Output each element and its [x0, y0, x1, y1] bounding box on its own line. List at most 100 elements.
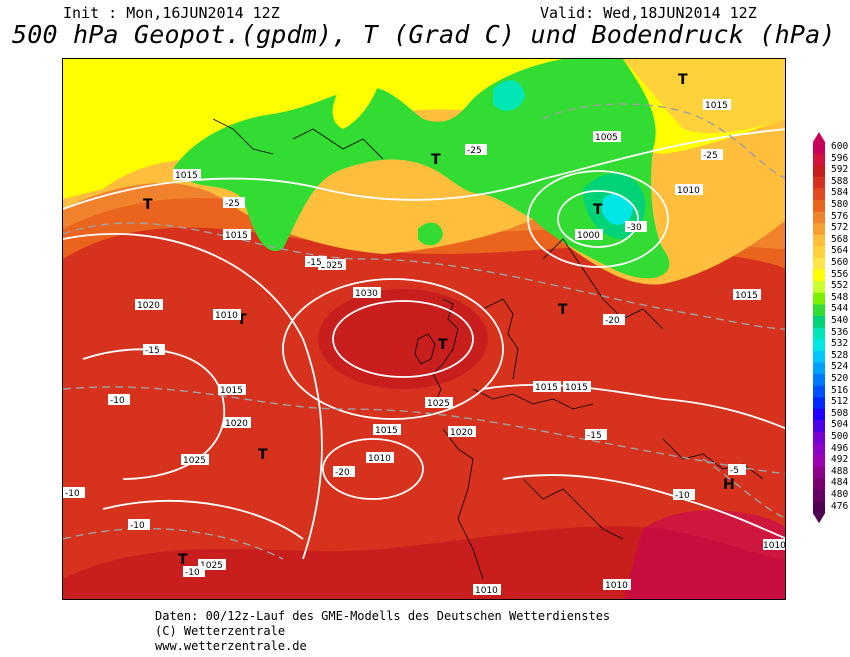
high-core-1 — [318, 289, 488, 389]
scale-label: 484 — [831, 477, 849, 489]
map-title: 500 hPa Geopot.(gpdm), T (Grad C) und Bo… — [12, 20, 836, 49]
temperature-label: -25 — [703, 151, 718, 161]
pressure-label: 1025 — [320, 261, 343, 271]
pressure-label: 1000 — [577, 231, 600, 241]
low-symbol: T — [431, 152, 441, 168]
isotherm-minus25 — [542, 103, 785, 179]
scale-label: 564 — [831, 245, 849, 257]
coast-mediterranean — [522, 478, 624, 540]
scale-swatch — [813, 165, 825, 178]
temperature-label: -30 — [627, 223, 642, 233]
scale-swatch — [813, 443, 825, 456]
scale-swatch — [813, 420, 825, 433]
pressure-label: 1015 — [565, 383, 588, 393]
footer-website[interactable]: www.wetterzentrale.de — [155, 639, 307, 653]
coast-france-iberia — [442, 428, 484, 580]
pressure-label: 1015 — [220, 386, 243, 396]
scale-swatch — [813, 327, 825, 340]
pressure-label: 1030 — [355, 289, 378, 299]
scale-label: 552 — [831, 280, 849, 292]
scale-swatch — [813, 501, 825, 514]
scale-swatch — [813, 142, 825, 155]
scale-swatch — [813, 478, 825, 491]
scale-swatch — [813, 246, 825, 259]
scale-swatch — [813, 432, 825, 445]
pressure-label: 1010 — [677, 186, 700, 196]
temperature-label: -5 — [730, 466, 739, 476]
scale-label: 496 — [831, 442, 849, 454]
temperature-label: -20 — [605, 316, 620, 326]
low-symbol: T — [438, 337, 448, 353]
isobar-1025 — [282, 278, 504, 420]
pressure-label: 1015 — [735, 291, 758, 301]
pressure-label: 1010 — [763, 541, 786, 551]
pressure-label: 1015 — [375, 426, 398, 436]
pressure-label: 1005 — [595, 133, 618, 143]
pressure-label: 1010 — [368, 454, 391, 464]
coast-arctic — [212, 118, 274, 155]
temperature-label: -20 — [335, 468, 350, 478]
low-symbol: T — [678, 72, 688, 88]
low-symbol: T — [593, 202, 603, 218]
map-canvas: T T T T T T T T T H 1030 1025 1000 1005 … — [63, 59, 786, 599]
pressure-label: 1025 — [200, 561, 223, 571]
pressure-label: 1025 — [427, 399, 450, 409]
scale-swatch — [813, 374, 825, 387]
scale-label: 600 — [831, 141, 849, 152]
scale-swatch — [813, 292, 825, 305]
temperature-label: -10 — [110, 396, 125, 406]
pressure-label: 1020 — [137, 301, 160, 311]
scale-swatch — [813, 153, 825, 166]
small-low-green — [418, 222, 443, 246]
isobar-1015-south — [322, 438, 424, 500]
band-556-gap — [332, 59, 383, 129]
low-green-region — [173, 59, 670, 279]
low-core-532 — [601, 193, 633, 225]
scale-label: 508 — [831, 407, 849, 419]
scale-swatch — [813, 304, 825, 317]
scale-label: 528 — [831, 349, 849, 361]
scale-swatch — [813, 339, 825, 352]
scale-swatch — [813, 234, 825, 247]
temperature-label: -25 — [467, 146, 482, 156]
valid-time: Valid: Wed,18JUN2014 12Z — [540, 4, 757, 22]
scale-label: 572 — [831, 222, 849, 234]
coast-baltic — [542, 238, 664, 330]
temperature-label: -10 — [65, 489, 80, 499]
pressure-label: 1020 — [225, 419, 248, 429]
scale-label: 500 — [831, 431, 849, 442]
band-southeast — [623, 510, 785, 599]
pressure-label: 1010 — [475, 586, 498, 596]
temperature-label: -10 — [675, 491, 690, 501]
low-symbol: T — [143, 197, 153, 213]
scale-label: 524 — [831, 361, 849, 373]
scale-swatch — [813, 211, 825, 224]
pressure-label: 1015 — [175, 171, 198, 181]
scale-label: 476 — [831, 500, 849, 512]
coast-greenland — [292, 128, 384, 160]
scale-label: 540 — [831, 315, 849, 326]
coast-north-sea — [472, 388, 594, 410]
pressure-label-set: 1030 1025 1000 1005 1010 1015 1020 1025 … — [135, 99, 786, 596]
low-core-north — [493, 80, 525, 111]
scale-label: 588 — [831, 175, 849, 187]
scale-swatch — [813, 188, 825, 201]
scale-label: 556 — [831, 268, 849, 280]
scale-label: 504 — [831, 419, 849, 431]
scale-label: 488 — [831, 465, 849, 477]
isotherms — [63, 103, 785, 560]
pressure-label: 1015 — [535, 383, 558, 393]
high-core-2 — [303, 424, 443, 514]
scale-label: 580 — [831, 199, 849, 210]
scale-swatch — [813, 350, 825, 363]
color-scale — [813, 132, 825, 524]
scale-label: 584 — [831, 187, 849, 199]
pressure-label: 1015 — [225, 231, 248, 241]
weather-map: T T T T T T T T T H 1030 1025 1000 1005 … — [62, 58, 786, 600]
scale-label: 596 — [831, 152, 849, 164]
temperature-label-set: -20 -15 -15 -10 -10 -10 -25 -25 -30 -25 … — [63, 144, 746, 578]
isobar-1030 — [332, 300, 474, 378]
scale-bottom-arrow — [813, 513, 825, 524]
scale-swatch — [813, 408, 825, 421]
footer-data-source: Daten: 00/12z-Lauf des GME-Modells des D… — [155, 609, 611, 623]
